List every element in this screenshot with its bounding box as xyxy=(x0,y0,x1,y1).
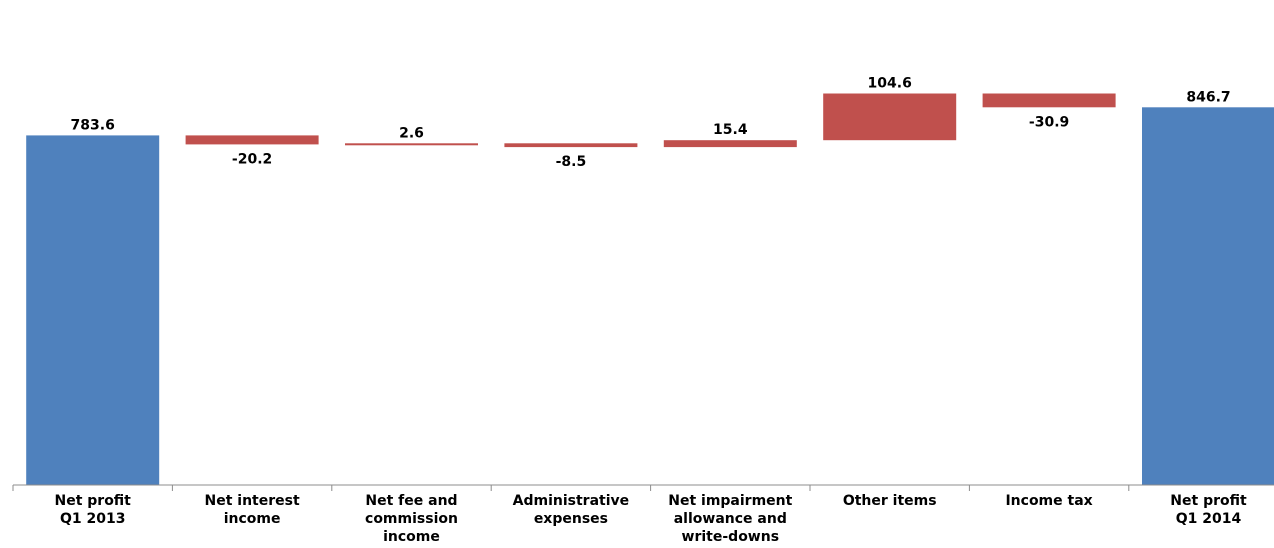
category-label: Net impairment allowance and write-downs xyxy=(668,493,792,545)
data-label: 15.4 xyxy=(713,122,748,138)
total-bar xyxy=(26,135,160,485)
total-bar xyxy=(1142,107,1274,486)
data-label: -30.9 xyxy=(1029,114,1069,130)
data-label: 846.7 xyxy=(1186,89,1230,105)
category-label: Net profit Q1 2014 xyxy=(1170,493,1247,527)
change-bar xyxy=(504,143,638,148)
category-label: Income tax xyxy=(1005,493,1092,509)
change-bar xyxy=(345,143,478,146)
data-labels-layer: 783.6 -20.2 2.6 -8.5 15.4 104.6 -30.9 846.7 xyxy=(71,76,1231,171)
data-label: 104.6 xyxy=(868,76,912,92)
category-label: Other items xyxy=(843,493,937,509)
data-label: -8.5 xyxy=(556,154,587,170)
change-bar xyxy=(982,93,1116,108)
category-label: Net profit Q1 2013 xyxy=(54,493,131,527)
category-label: Net fee and commission income xyxy=(365,493,458,545)
change-bar xyxy=(185,135,319,145)
change-bar xyxy=(663,140,797,148)
data-label: 2.6 xyxy=(399,125,424,141)
category-labels-layer: Net profit Q1 2013 Net interest income Net f… xyxy=(54,493,1246,545)
x-axis xyxy=(12,484,1274,491)
category-label: Net interest income xyxy=(205,493,300,527)
data-label: -20.2 xyxy=(232,151,272,167)
category-label: Administrative expenses xyxy=(513,493,630,527)
data-label: 783.6 xyxy=(71,117,115,133)
change-bar xyxy=(823,93,957,141)
bars-layer xyxy=(26,93,1274,486)
